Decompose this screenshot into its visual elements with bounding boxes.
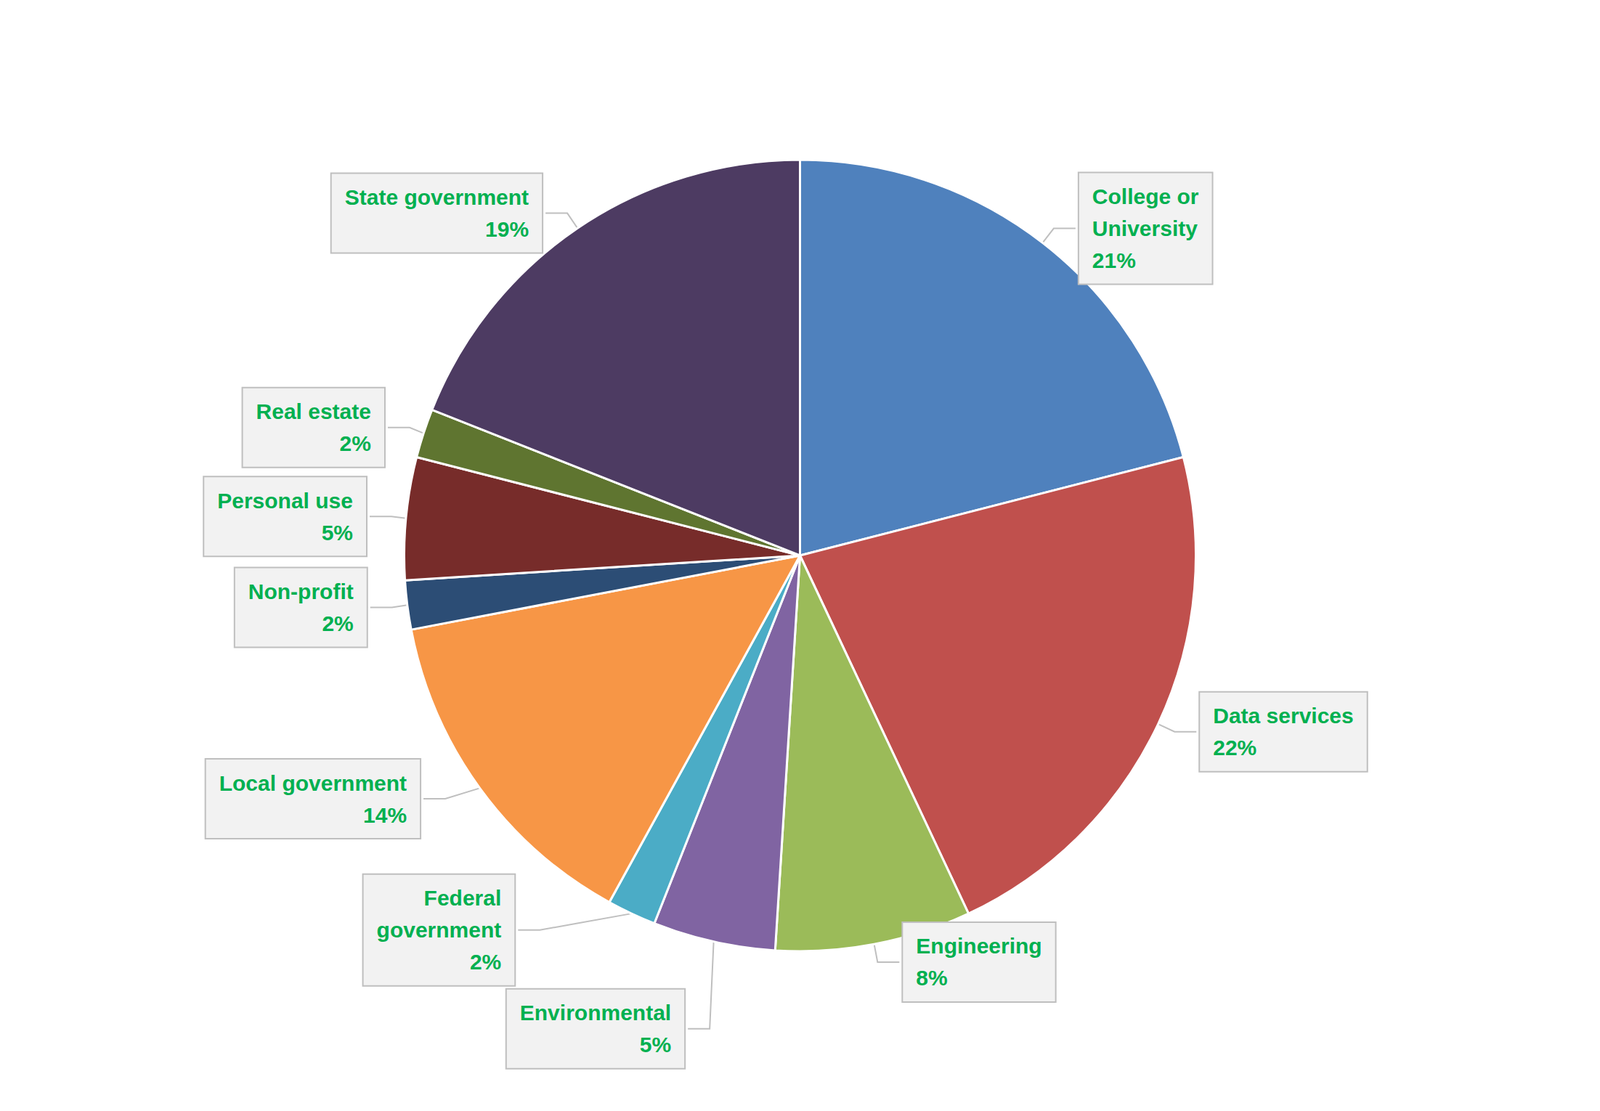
svg-text:College or: College or [1092,184,1200,209]
svg-text:government: government [376,918,502,942]
svg-text:Local government: Local government [219,771,407,796]
svg-text:Engineering: Engineering [915,933,1042,958]
svg-text:Non-profit: Non-profit [248,579,354,604]
svg-text:Real estate: Real estate [256,399,372,424]
svg-text:19%: 19% [485,217,529,242]
svg-text:Personal use: Personal use [217,488,353,513]
svg-text:Federal: Federal [424,886,502,911]
svg-text:Data services: Data services [1212,703,1354,728]
svg-text:21%: 21% [1092,248,1136,273]
svg-text:2%: 2% [469,949,502,974]
svg-text:2%: 2% [339,431,372,456]
svg-text:8%: 8% [915,965,948,990]
svg-text:University: University [1092,216,1198,241]
svg-text:2%: 2% [321,611,353,636]
svg-text:5%: 5% [639,1032,672,1057]
svg-text:Environmental: Environmental [520,1000,672,1025]
svg-text:14%: 14% [363,803,407,828]
svg-text:22%: 22% [1212,735,1257,760]
svg-text:State government: State government [344,185,529,210]
svg-text:5%: 5% [321,520,353,545]
